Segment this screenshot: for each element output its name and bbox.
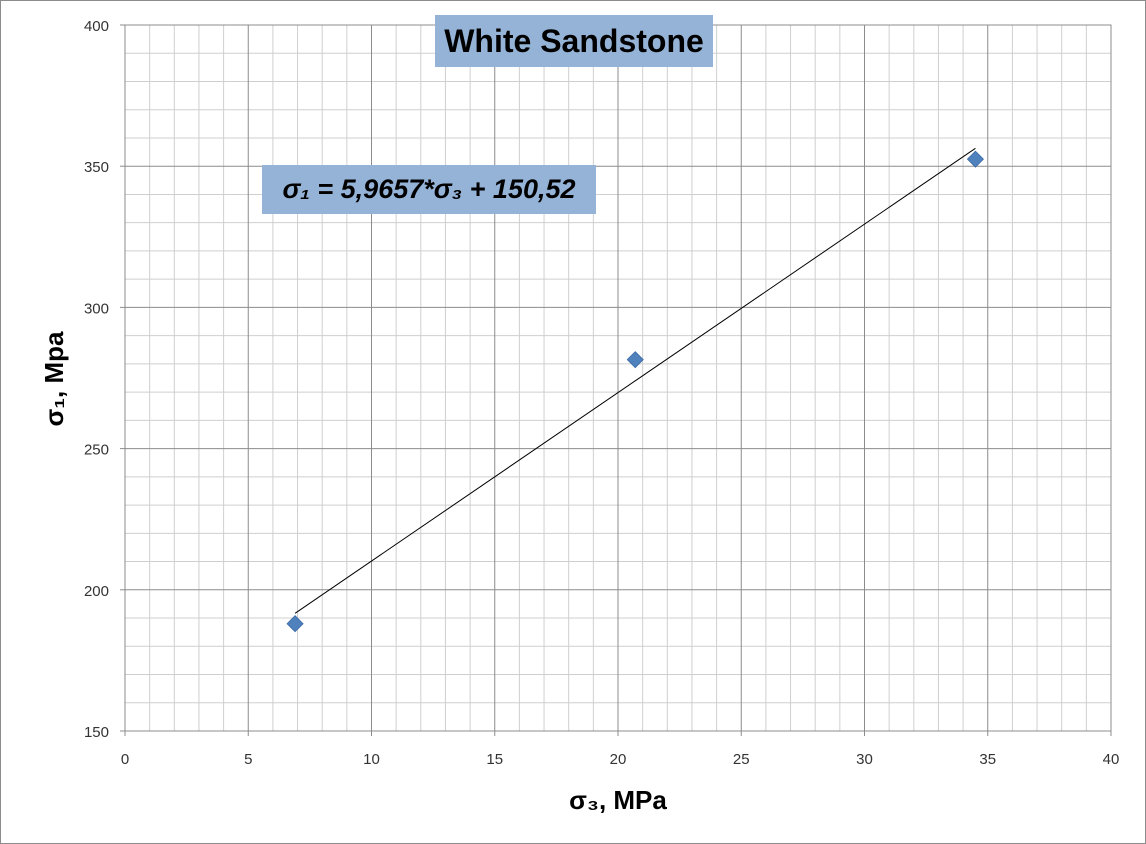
x-tick-label: 40 xyxy=(1103,751,1120,768)
y-tick-label: 350 xyxy=(84,159,109,176)
y-tick-label: 400 xyxy=(84,18,109,35)
y-tick-label: 200 xyxy=(84,583,109,600)
y-tick-label: 300 xyxy=(84,300,109,317)
y-axis-title: σ₁, Mpa xyxy=(39,331,69,427)
x-tick-label: 35 xyxy=(979,751,996,768)
trendline-equation: σ₁ = 5,9657*σ₃ + 150,52 xyxy=(282,174,576,204)
x-tick-label: 5 xyxy=(244,751,252,768)
trendline-group xyxy=(294,147,976,614)
y-tick-label: 150 xyxy=(84,724,109,741)
x-tick-label: 15 xyxy=(486,751,503,768)
data-point-diamond xyxy=(966,150,984,168)
trendline-equation-box: σ₁ = 5,9657*σ₃ + 150,52 xyxy=(262,165,596,214)
y-tick-label: 250 xyxy=(84,442,109,459)
x-tick-label: 30 xyxy=(856,751,873,768)
y-tick-labels: 150 200 250 300 350 400 xyxy=(84,18,125,741)
chart-title: White Sandstone xyxy=(444,22,704,59)
x-tick-label: 20 xyxy=(610,751,627,768)
data-points xyxy=(286,150,984,633)
x-tick-label: 0 xyxy=(121,751,129,768)
x-axis-title: σ₃, MPa xyxy=(569,785,667,815)
x-tick-label: 25 xyxy=(733,751,750,768)
data-point-diamond xyxy=(286,615,304,633)
trendline xyxy=(294,147,976,614)
chart-title-box: White Sandstone xyxy=(435,15,713,67)
data-point-diamond xyxy=(626,351,644,369)
x-tick-labels: 0 5 10 15 20 25 30 35 40 xyxy=(121,731,1120,768)
x-tick-label: 10 xyxy=(363,751,380,768)
major-gridlines xyxy=(125,25,1111,731)
